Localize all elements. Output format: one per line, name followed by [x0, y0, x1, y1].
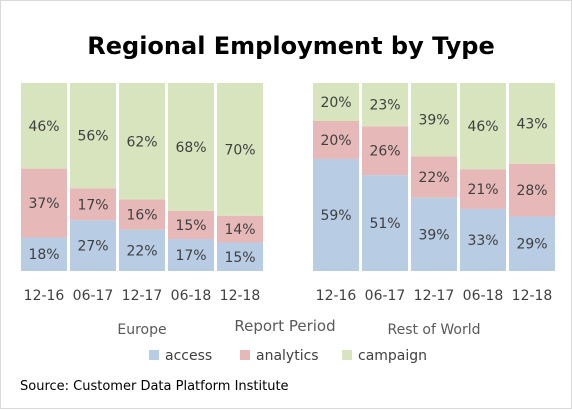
- bar-europe-06-18-access: [168, 239, 214, 271]
- data-label-europe-12-18-campaign: 70%: [224, 142, 255, 158]
- chart-title: Regional Employment by Type: [87, 32, 494, 60]
- data-label-europe-06-18-access: 17%: [175, 248, 206, 264]
- bar-rest-of-world-12-18-campaign: [509, 83, 555, 164]
- bar-rest-of-world-06-18-access: [460, 208, 506, 271]
- bar-rest-of-world-12-16-analytics: [313, 120, 359, 159]
- group-label-rest-of-world: Rest of World: [387, 322, 480, 338]
- data-label-europe-12-17-campaign: 62%: [126, 134, 157, 150]
- x-tick-rest-of-world-06-18: 06-18: [463, 288, 504, 304]
- data-label-europe-06-18-campaign: 68%: [175, 140, 206, 156]
- bar-rest-of-world-06-17-analytics: [362, 126, 408, 176]
- data-label-rest-of-world-12-17-analytics: 22%: [418, 170, 449, 186]
- source-note: Source: Customer Data Platform Institute: [20, 379, 289, 394]
- legend-swatch-analytics: [240, 350, 250, 360]
- legend-swatch-campaign: [342, 350, 352, 360]
- data-label-europe-06-17-analytics: 17%: [77, 197, 108, 213]
- data-label-rest-of-world-06-17-access: 51%: [369, 216, 400, 232]
- bar-rest-of-world-12-16-access: [313, 158, 359, 271]
- bar-rest-of-world-06-18-analytics: [460, 169, 506, 209]
- data-label-rest-of-world-12-18-campaign: 43%: [516, 116, 547, 132]
- bar-europe-06-17-access: [70, 220, 116, 271]
- legend-label-analytics: analytics: [256, 348, 319, 364]
- x-tick-rest-of-world-06-17: 06-17: [365, 288, 406, 304]
- bar-rest-of-world-06-17-campaign: [362, 83, 408, 127]
- data-label-europe-12-17-access: 22%: [126, 243, 157, 259]
- bar-rest-of-world-12-17-campaign: [411, 83, 457, 157]
- x-tick-europe-12-18: 12-18: [220, 288, 261, 304]
- bar-europe-12-17-campaign: [119, 83, 165, 200]
- bar-rest-of-world-12-17-analytics: [411, 156, 457, 198]
- bar-rest-of-world-06-17-access: [362, 175, 408, 271]
- data-label-rest-of-world-06-18-access: 33%: [467, 233, 498, 249]
- bar-europe-06-17-campaign: [70, 83, 116, 189]
- bar-rest-of-world-06-18-campaign: [460, 83, 506, 170]
- data-label-rest-of-world-12-17-access: 39%: [418, 227, 449, 243]
- data-label-europe-12-17-analytics: 16%: [126, 208, 157, 224]
- data-label-rest-of-world-06-18-campaign: 46%: [467, 119, 498, 135]
- data-label-rest-of-world-06-18-analytics: 21%: [467, 182, 498, 198]
- data-label-europe-12-16-access: 18%: [28, 247, 59, 263]
- x-tick-europe-12-17: 12-17: [122, 288, 163, 304]
- bar-europe-06-17-analytics: [70, 188, 116, 221]
- data-label-europe-06-17-access: 27%: [77, 239, 108, 255]
- bar-europe-12-17-analytics: [119, 199, 165, 230]
- bar-europe-06-18-analytics: [168, 210, 214, 240]
- data-label-europe-12-16-analytics: 37%: [28, 196, 59, 212]
- bar-europe-12-16-access: [21, 237, 67, 271]
- data-label-rest-of-world-12-18-analytics: 28%: [516, 183, 547, 199]
- x-tick-rest-of-world-12-16: 12-16: [316, 288, 357, 304]
- legend-label-campaign: campaign: [358, 348, 427, 364]
- bar-rest-of-world-12-16-campaign: [313, 83, 359, 121]
- bar-rest-of-world-12-18-analytics: [509, 163, 555, 217]
- legend-swatch-access: [149, 350, 159, 360]
- data-label-rest-of-world-12-18-access: 29%: [516, 237, 547, 253]
- legend-label-access: access: [165, 348, 212, 364]
- x-tick-europe-06-17: 06-17: [73, 288, 114, 304]
- bar-rest-of-world-12-17-access: [411, 197, 457, 271]
- group-label-europe: Europe: [117, 322, 166, 338]
- data-label-europe-12-16-campaign: 46%: [28, 119, 59, 135]
- data-label-rest-of-world-06-17-analytics: 26%: [369, 144, 400, 160]
- bar-europe-12-16-analytics: [21, 168, 67, 238]
- bar-rest-of-world-12-18-access: [509, 216, 555, 271]
- x-tick-europe-12-16: 12-16: [24, 288, 65, 304]
- x-tick-rest-of-world-12-17: 12-17: [414, 288, 455, 304]
- data-label-europe-12-18-analytics: 14%: [224, 222, 255, 238]
- data-label-rest-of-world-12-16-access: 59%: [320, 208, 351, 224]
- data-label-europe-06-18-analytics: 15%: [175, 218, 206, 234]
- bar-europe-12-18-campaign: [217, 83, 263, 216]
- x-axis-title: Report Period: [234, 317, 335, 335]
- legend: access analytics campaign: [149, 348, 427, 364]
- bar-europe-06-18-campaign: [168, 83, 214, 211]
- data-label-rest-of-world-12-16-campaign: 20%: [320, 95, 351, 111]
- x-tick-rest-of-world-12-18: 12-18: [512, 288, 553, 304]
- bar-europe-12-18-access: [217, 242, 263, 271]
- bar-europe-12-18-analytics: [217, 215, 263, 243]
- x-tick-europe-06-18: 06-18: [171, 288, 212, 304]
- data-label-rest-of-world-06-17-campaign: 23%: [369, 98, 400, 114]
- bar-europe-12-17-access: [119, 229, 165, 271]
- bar-europe-12-16-campaign: [21, 83, 67, 169]
- data-label-rest-of-world-12-17-campaign: 39%: [418, 113, 449, 129]
- data-label-rest-of-world-12-16-analytics: 20%: [320, 133, 351, 149]
- plot-area: 18% 37% 46% 12-16 27% 17% 56% 06-17 22% 16% 62% 12-…: [21, 83, 555, 338]
- data-label-europe-12-18-access: 15%: [224, 250, 255, 266]
- data-label-europe-06-17-campaign: 56%: [77, 129, 108, 145]
